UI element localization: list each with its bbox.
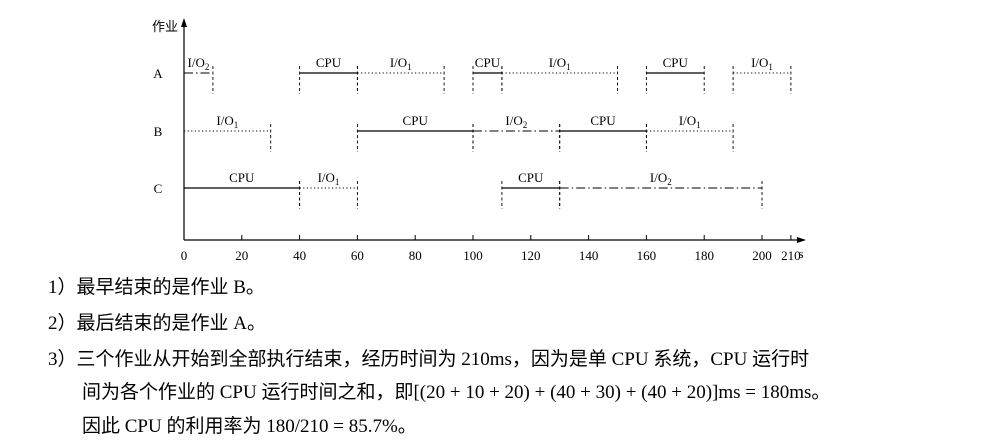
x-axis-arrow (797, 237, 806, 243)
answer-3-line-3: 因此 CPU 的利用率为 180/210 = 85.7%。 (82, 416, 417, 437)
segment-label: CPU (518, 170, 544, 185)
answer-2: 2）最后结束的是作业 A。 (48, 313, 266, 334)
y-axis-arrow (181, 18, 187, 27)
x-tick-label: 40 (293, 248, 306, 263)
x-tick-label: 180 (694, 248, 714, 263)
segment-label: I/O2 (505, 113, 527, 130)
segment-label: I/O1 (216, 113, 238, 130)
x-tick-label: 120 (521, 248, 541, 263)
segment-label: I/O1 (390, 55, 412, 72)
segment-label: CPU (663, 55, 689, 70)
x-tick-label: 210 (781, 248, 801, 263)
segment-label: I/O1 (679, 113, 701, 130)
segment-label: I/O2 (188, 55, 210, 72)
segment-label: I/O2 (650, 170, 672, 187)
answer-3-line-2: 间为各个作业的 CPU 运行时间之和，即[(20 + 10 + 20) + (4… (82, 382, 831, 403)
segment-label: I/O1 (318, 170, 340, 187)
x-tick-label: 200 (752, 248, 772, 263)
segment-label: CPU (590, 113, 616, 128)
gantt-chart: 作业 s 0 20 40 60 80 100 120 140 160 180 200 210 A B C I/O2… (152, 18, 806, 263)
x-tick-label: 60 (351, 248, 364, 263)
segment-label: CPU (316, 55, 342, 70)
segment-label: I/O1 (549, 55, 571, 72)
row-label-a: A (153, 66, 163, 81)
y-axis-label: 作业 (152, 19, 178, 34)
answer-3-line-1: 3）三个作业从开始到全部执行结束，经历时间为 210ms，因为是单 CPU 系统… (48, 349, 810, 370)
x-tick-label: 20 (235, 248, 248, 263)
segment-label: CPU (403, 113, 429, 128)
row-label-c: C (154, 181, 163, 196)
x-tick-label: 100 (463, 248, 483, 263)
segment-label: CPU (475, 55, 501, 70)
x-tick-label: 0 (181, 248, 188, 263)
x-tick-label: 140 (579, 248, 599, 263)
x-tick-label: 80 (409, 248, 422, 263)
answer-1: 1）最早结束的是作业 B。 (48, 277, 265, 298)
segment-label: CPU (229, 170, 255, 185)
row-label-b: B (154, 124, 163, 139)
segment-label: I/O1 (751, 55, 773, 72)
x-axis-unit: s (798, 246, 803, 261)
x-tick-label: 160 (637, 248, 657, 263)
